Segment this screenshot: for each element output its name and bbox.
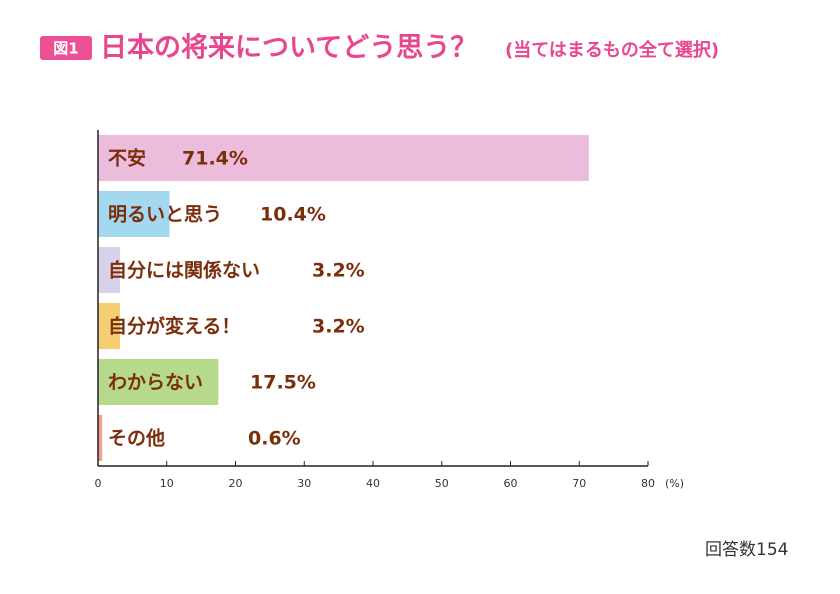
bar (98, 359, 219, 405)
x-tick-label: 30 (297, 477, 311, 490)
bar (98, 303, 120, 349)
value-label: 10.4% (260, 204, 326, 226)
bar (98, 191, 170, 237)
category-label: 不安 (108, 147, 146, 170)
category-label: その他 (108, 427, 165, 450)
bar (98, 135, 589, 181)
badge-box (40, 36, 92, 60)
x-tick-label: 60 (504, 477, 518, 490)
x-tick-label: 40 (366, 477, 380, 490)
value-label: 17.5% (250, 372, 316, 394)
category-label: わからない (108, 372, 203, 394)
chart-subtitle: (当てはまるもの全て選択) (505, 39, 719, 61)
x-tick-label: 20 (229, 477, 243, 490)
x-tick-label: 10 (160, 477, 174, 490)
category-label: 自分が変える！ (108, 315, 240, 338)
x-tick-label: 0 (95, 477, 102, 490)
value-label: 3.2% (312, 316, 365, 338)
x-tick-label: 50 (435, 477, 449, 490)
category-label: 自分には関係ない (108, 259, 260, 282)
value-label: 3.2% (312, 260, 365, 282)
value-label: 71.4% (182, 148, 248, 170)
x-unit: (%) (665, 477, 684, 490)
value-label: 0.6% (248, 428, 301, 450)
x-tick-label: 70 (572, 477, 586, 490)
chart-title: 日本の将来についてどう思う？ (100, 33, 477, 64)
category-label: 明るいと思う (108, 204, 222, 226)
bar (98, 247, 120, 293)
badge: 図1 (53, 40, 78, 58)
x-tick-label: 80 (641, 477, 655, 490)
note: 回答数154 (705, 540, 788, 560)
bar (98, 415, 103, 461)
